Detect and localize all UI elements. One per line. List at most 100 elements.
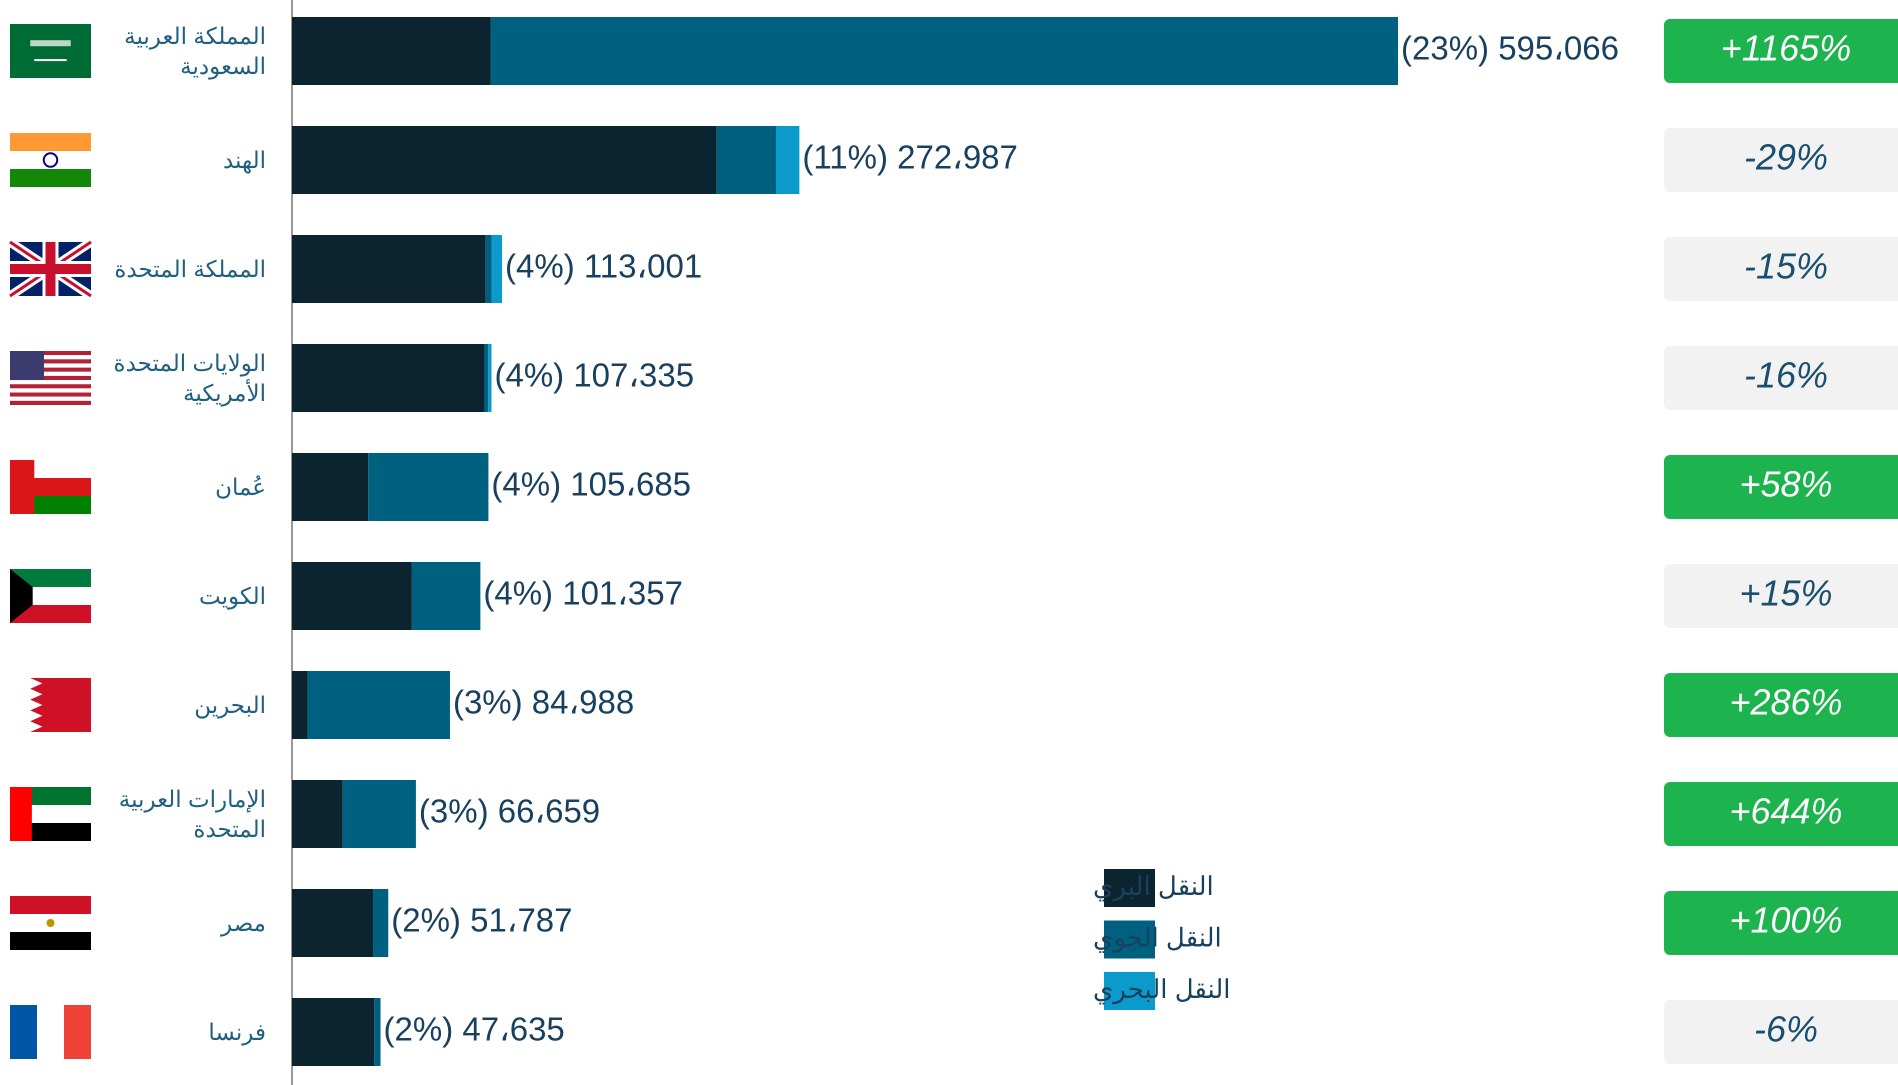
- flag-part: [46, 919, 55, 927]
- bar-segment: [411, 562, 481, 630]
- flag-part: [10, 351, 45, 381]
- flag-part: [10, 388, 91, 393]
- flag-part: [37, 1005, 64, 1059]
- change-label: -15%: [1744, 246, 1828, 287]
- legend-swatch: [1104, 920, 1155, 959]
- bar-segment: [716, 126, 776, 194]
- flag-part: [10, 359, 91, 364]
- change-label: +1165%: [1721, 28, 1851, 69]
- flag-part: [10, 460, 35, 514]
- change-label: -29%: [1744, 137, 1828, 178]
- bar-segment: [292, 889, 374, 957]
- flag-part: [10, 380, 91, 385]
- category-label: المملكة العربية السعودية: [124, 23, 266, 79]
- flag-part: [10, 351, 91, 356]
- flag-part: [10, 896, 91, 914]
- flag: [10, 460, 91, 514]
- flag-part: [10, 932, 91, 950]
- flag-part: [10, 569, 91, 587]
- legend-label: النقل البحري: [1093, 974, 1231, 1005]
- flag-part: [10, 605, 91, 623]
- flag: [7, 238, 94, 300]
- change-label: +100%: [1729, 900, 1842, 941]
- change-badge: [1664, 673, 1898, 737]
- category-label: عُمان: [215, 474, 266, 500]
- change-label: +15%: [1739, 573, 1832, 614]
- flag-part: [30, 40, 71, 47]
- bar-segment: [368, 453, 489, 521]
- category-label: البحرين: [194, 692, 266, 718]
- bar-segment: [488, 344, 492, 412]
- bar-segment: [292, 671, 308, 739]
- flag: [10, 24, 91, 78]
- flag: [10, 133, 91, 187]
- flag: [10, 569, 91, 623]
- flag-part: [10, 569, 33, 623]
- value-label: (3%) 84،988: [453, 684, 634, 721]
- bar-segment: [292, 453, 369, 521]
- value-label: (4%) 113،001: [505, 248, 702, 285]
- flag-part: [10, 133, 91, 151]
- category-label: الولايات المتحدة الأمريكية: [113, 350, 266, 406]
- change-label: -16%: [1744, 355, 1828, 396]
- legend-label: النقل البري: [1093, 871, 1214, 902]
- legend-swatch: [1104, 869, 1155, 907]
- bar-segment: [484, 344, 489, 412]
- value-label: (2%) 47،635: [384, 1011, 565, 1048]
- change-badge: [1664, 564, 1898, 628]
- value-label: (4%) 107،335: [494, 357, 694, 394]
- flag-part: [10, 169, 91, 187]
- category-label: الإمارات العربية المتحدة: [118, 786, 266, 842]
- flag-part: [10, 787, 32, 841]
- bar-segment: [292, 17, 491, 85]
- flag: [10, 896, 91, 950]
- legend-label: النقل الجوي: [1093, 922, 1222, 953]
- bar-segment: [292, 780, 343, 848]
- bar-segment: [775, 126, 800, 194]
- bar-segment: [374, 998, 381, 1066]
- change-label: +58%: [1739, 464, 1832, 505]
- value-label: (4%) 105،685: [491, 466, 691, 503]
- flag-part: [42, 152, 59, 168]
- flag: [10, 1005, 91, 1059]
- category-label: المملكة المتحدة: [114, 256, 266, 282]
- change-badge: [1664, 891, 1898, 955]
- flag-part: [10, 371, 91, 376]
- change-label: +644%: [1729, 791, 1842, 832]
- bar-segment: [292, 126, 717, 194]
- bar-segment: [342, 780, 416, 848]
- flag: [10, 787, 91, 841]
- change-badge: [1664, 128, 1898, 192]
- change-badge: [1664, 1000, 1898, 1064]
- bar-segment: [292, 562, 412, 630]
- flag: [10, 678, 91, 732]
- flag-part: [10, 392, 91, 397]
- change-badge: [1664, 19, 1898, 83]
- flag-part: [64, 1005, 91, 1059]
- flag-part: [34, 59, 67, 62]
- flag-part: [10, 363, 91, 368]
- flag-part: [10, 384, 91, 389]
- bar-segment: [292, 235, 486, 303]
- flag-part: [45, 242, 56, 296]
- flag-part: [10, 355, 91, 360]
- bar-segment: [373, 889, 389, 957]
- value-label: (23%) 595،066: [1401, 30, 1619, 67]
- category-label: فرنسا: [208, 1019, 266, 1045]
- category-label: مصر: [221, 910, 266, 936]
- flag-part: [10, 1005, 37, 1059]
- flag-part: [10, 367, 91, 372]
- value-label: (3%) 66،659: [419, 793, 600, 830]
- value-label: (4%) 101،357: [483, 575, 683, 612]
- bar-segment: [491, 235, 503, 303]
- flag-part: [10, 396, 91, 401]
- flag-part: [10, 678, 43, 732]
- flag-part: [10, 151, 91, 169]
- change-badge: [1664, 346, 1898, 410]
- value-label: (2%) 51،787: [391, 902, 572, 939]
- legend-swatch: [1104, 972, 1155, 1010]
- category-label: الهند: [222, 147, 266, 173]
- change-badge: [1664, 455, 1898, 519]
- bar-segment: [307, 671, 450, 739]
